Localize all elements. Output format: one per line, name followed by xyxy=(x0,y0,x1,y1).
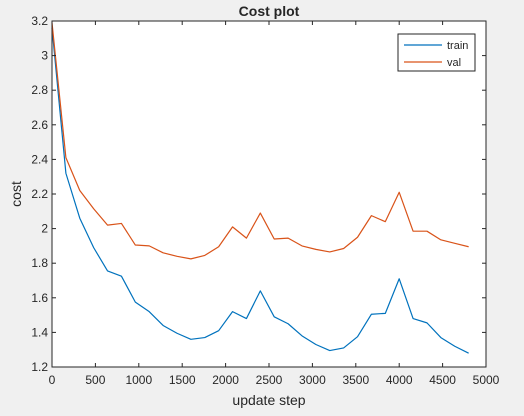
y-tick-label: 3 xyxy=(41,49,48,63)
y-tick-label: 1.6 xyxy=(31,291,48,305)
x-tick-label: 0 xyxy=(49,373,56,387)
x-axis-label: update step xyxy=(232,392,305,408)
x-tick-label: 1500 xyxy=(169,373,196,387)
y-tick-label: 2.8 xyxy=(31,83,48,97)
x-tick-label: 5000 xyxy=(473,373,500,387)
plot-area xyxy=(52,21,486,367)
y-tick-labels: 1.2 1.4 1.6 1.8 2 2.2 2.4 2.6 2.8 3 3.2 xyxy=(31,14,48,374)
y-tick-label: 1.8 xyxy=(31,256,48,270)
chart-title: Cost plot xyxy=(239,3,300,19)
x-tick-label: 2000 xyxy=(212,373,239,387)
x-tick-labels: 0 500 1000 1500 2000 2500 3000 3500 4000 4500 5000 xyxy=(49,373,500,387)
series-layer xyxy=(51,22,469,354)
x-tick-label: 3500 xyxy=(342,373,369,387)
x-tick-label: 500 xyxy=(85,373,105,387)
y-axis-label: cost xyxy=(8,181,24,207)
x-tick-label: 4000 xyxy=(386,373,413,387)
x-tick-label: 2500 xyxy=(256,373,283,387)
y-tick-label: 1.4 xyxy=(31,325,48,339)
y-tick-label: 2.6 xyxy=(31,118,48,132)
legend-val-label: val xyxy=(447,57,461,69)
y-tick-label: 3.2 xyxy=(31,14,48,28)
axes-box xyxy=(51,20,487,368)
series-line-train xyxy=(51,27,469,354)
legend-box xyxy=(397,33,476,72)
x-tick-label: 3000 xyxy=(299,373,326,387)
series-line-val xyxy=(51,22,469,260)
x-tick-label: 1000 xyxy=(125,373,152,387)
y-tick-label: 2.4 xyxy=(31,152,48,166)
legend-train-label: train xyxy=(447,40,468,52)
x-tick-label: 4500 xyxy=(429,373,456,387)
y-tick-label: 2.2 xyxy=(31,187,48,201)
y-tick-label: 1.2 xyxy=(31,360,48,374)
y-tick-label: 2 xyxy=(41,222,48,236)
legend[interactable]: train val xyxy=(397,33,476,72)
